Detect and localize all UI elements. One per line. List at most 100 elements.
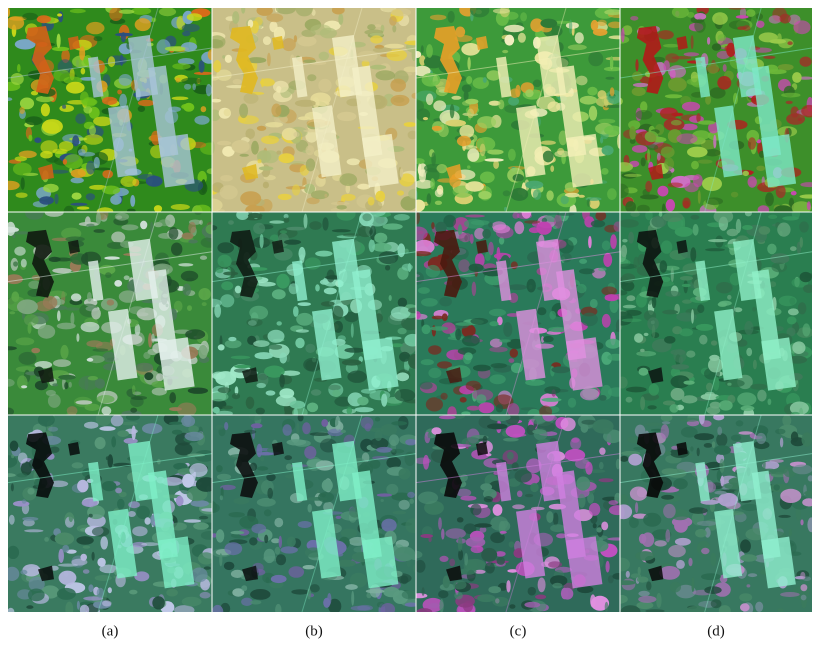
texture-patch: [421, 298, 438, 307]
texture-patch: [25, 116, 43, 125]
texture-patch: [598, 268, 606, 272]
texture-patch: [57, 310, 61, 321]
caption: (a): [102, 623, 119, 639]
texture-patch: [267, 53, 271, 67]
texture-patch: [657, 153, 661, 161]
texture-patch: [538, 578, 546, 593]
texture-patch: [102, 170, 113, 179]
texture-patch: [59, 571, 77, 585]
texture-patch: [723, 64, 727, 72]
texture-patch: [293, 306, 299, 317]
texture-patch: [628, 232, 634, 244]
texture-patch: [232, 393, 240, 399]
texture-patch: [13, 261, 18, 266]
texture-patch: [503, 438, 519, 442]
texture-patch: [483, 77, 487, 83]
texture-patch: [284, 455, 292, 460]
texture-patch: [731, 192, 738, 198]
texture-patch: [78, 149, 86, 155]
texture-patch: [747, 584, 751, 587]
texture-patch: [537, 307, 546, 315]
texture-patch: [315, 284, 320, 291]
texture-patch: [11, 483, 14, 491]
texture-patch: [780, 438, 783, 448]
texture-patch: [623, 305, 636, 309]
texture-patch: [250, 589, 270, 600]
texture-patch: [701, 548, 709, 554]
image-panel: [408, 206, 626, 420]
texture-patch: [4, 97, 13, 101]
texture-patch: [707, 63, 719, 74]
texture-patch: [724, 483, 741, 490]
texture-patch: [473, 365, 491, 372]
texture-patch: [171, 243, 182, 256]
texture-patch: [84, 422, 98, 429]
texture-patch: [102, 406, 112, 415]
texture-patch: [589, 106, 597, 121]
image-panel: [203, 207, 424, 420]
texture-patch: [184, 519, 201, 523]
texture-patch: [235, 286, 242, 294]
texture-patch: [467, 109, 474, 119]
texture-patch: [480, 483, 492, 490]
texture-patch: [661, 495, 674, 500]
texture-patch: [281, 546, 298, 553]
texture-patch: [76, 536, 93, 545]
texture-patch: [510, 349, 518, 358]
texture-patch: [257, 5, 273, 16]
texture-patch: [704, 586, 721, 594]
texture-patch: [426, 397, 443, 411]
texture-patch: [626, 387, 647, 393]
texture-patch: [499, 339, 511, 342]
texture-patch: [117, 499, 125, 510]
texture-patch: [392, 511, 406, 515]
texture-patch: [610, 56, 613, 68]
texture-patch: [129, 590, 137, 595]
texture-patch: [298, 521, 312, 528]
texture-patch: [713, 135, 716, 149]
texture-patch: [10, 441, 19, 452]
texture-patch: [657, 186, 668, 197]
texture-patch: [711, 340, 717, 345]
texture-patch: [278, 194, 292, 200]
texture-patch: [366, 589, 385, 593]
texture-patch: [746, 9, 755, 17]
texture-patch: [605, 77, 614, 80]
texture-patch: [307, 74, 316, 81]
texture-patch: [799, 221, 809, 232]
texture-patch: [276, 274, 289, 289]
texture-patch: [26, 605, 33, 609]
texture-patch: [260, 78, 275, 86]
texture-patch: [599, 448, 605, 455]
texture-patch: [286, 464, 293, 471]
texture-patch: [169, 227, 179, 240]
texture-patch: [634, 333, 643, 342]
texture-patch: [477, 116, 496, 128]
texture-patch: [355, 407, 374, 412]
texture-patch: [422, 587, 425, 596]
texture-patch: [187, 13, 202, 21]
texture-patch: [802, 498, 815, 506]
texture-patch: [169, 422, 182, 425]
texture-patch: [344, 348, 364, 353]
texture-patch: [800, 519, 803, 525]
texture-patch: [64, 382, 68, 389]
texture-patch: [741, 406, 755, 412]
texture-patch: [302, 422, 311, 434]
texture-patch: [512, 462, 519, 471]
texture-patch: [792, 465, 812, 475]
texture-patch: [578, 494, 586, 508]
texture-patch: [17, 64, 21, 72]
texture-patch: [389, 434, 399, 446]
texture-patch: [741, 504, 758, 511]
texture-patch: [357, 605, 373, 611]
texture-patch: [251, 141, 259, 155]
texture-patch: [274, 518, 283, 527]
texture-patch: [233, 79, 242, 85]
texture-patch: [67, 406, 78, 415]
texture-patch: [277, 321, 282, 325]
texture-patch: [636, 110, 653, 120]
texture-patch: [441, 529, 444, 540]
image-panel: [204, 412, 421, 620]
texture-patch: [635, 59, 638, 71]
